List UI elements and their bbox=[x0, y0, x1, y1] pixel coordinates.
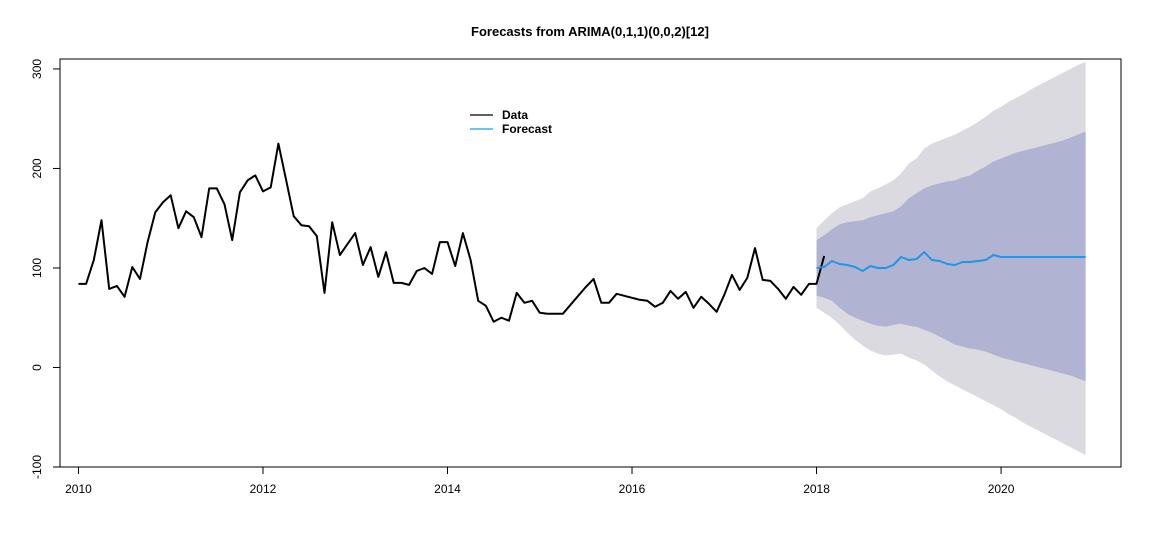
plot-area bbox=[78, 62, 1086, 456]
legend: Data Forecast bbox=[470, 108, 552, 136]
series-line-forecast bbox=[816, 251, 1086, 272]
y-tick-label: 300 bbox=[30, 59, 44, 79]
x-tick-label: 2020 bbox=[988, 482, 1015, 496]
interval-80-band bbox=[816, 131, 1086, 382]
x-tick-label: 2014 bbox=[434, 482, 461, 496]
legend-label-forecast: Forecast bbox=[502, 122, 552, 136]
x-tick-label: 2016 bbox=[619, 482, 646, 496]
y-tick-label: 200 bbox=[30, 158, 44, 178]
legend-label-data: Data bbox=[502, 108, 528, 122]
x-tick-label: 2018 bbox=[803, 482, 830, 496]
y-tick-label: 100 bbox=[30, 258, 44, 278]
series-line-data bbox=[78, 142, 826, 323]
chart-title: Forecasts from ARIMA(0,1,1)(0,0,2)[12] bbox=[471, 24, 709, 39]
x-tick-label: 2012 bbox=[250, 482, 277, 496]
y-tick-label: -100 bbox=[30, 455, 44, 479]
axes: 2010 2012 2014 2016 2018 2020 -100 0 100 200 300 bbox=[30, 59, 1015, 496]
y-tick-label: 0 bbox=[30, 364, 44, 371]
x-tick-label: 2010 bbox=[65, 482, 92, 496]
